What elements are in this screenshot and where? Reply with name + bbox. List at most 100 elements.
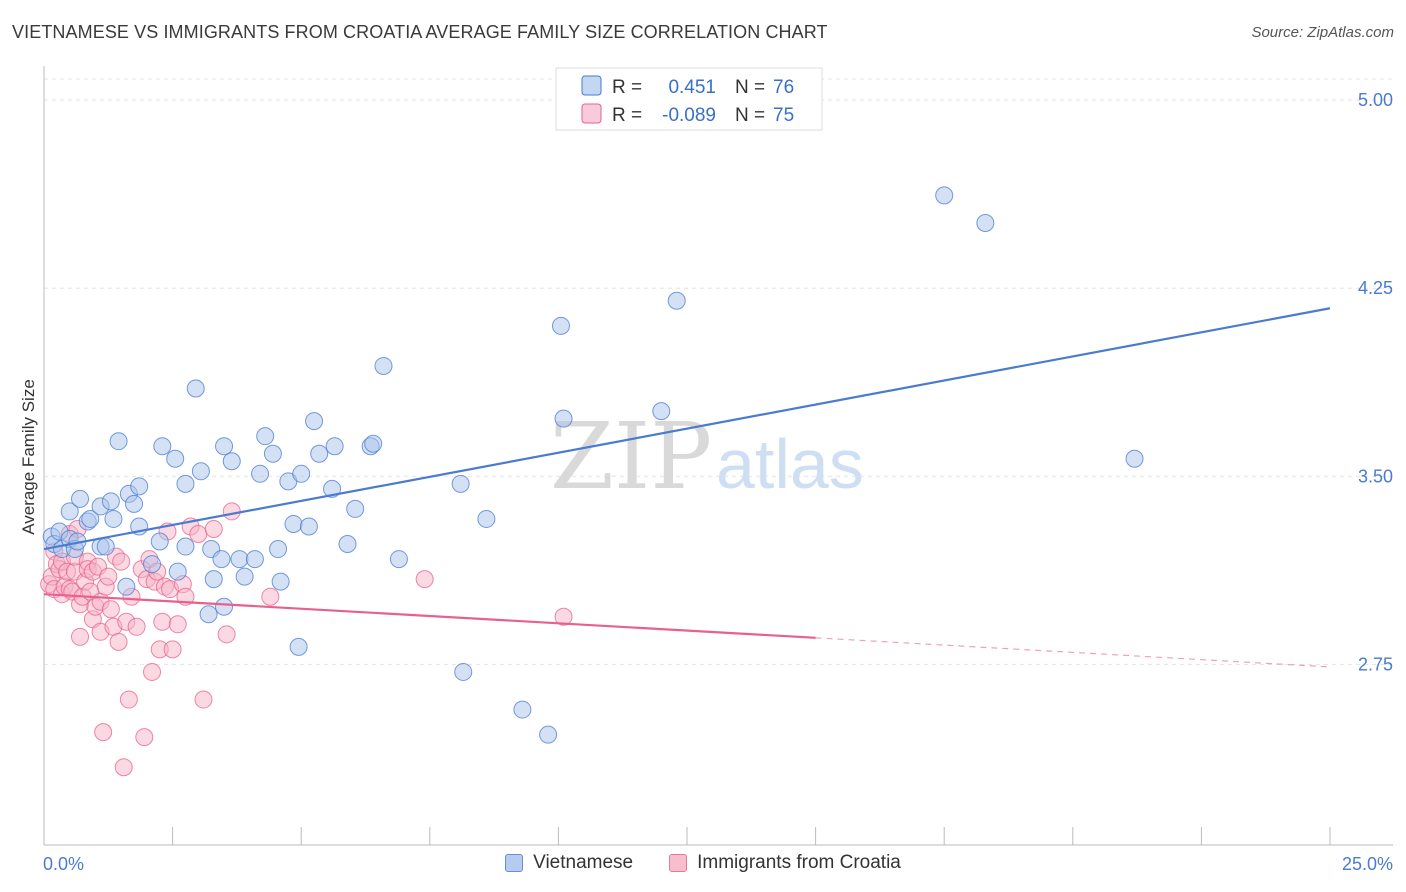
point-vietnamese-31 <box>199 605 218 624</box>
legend-swatch-croatia <box>581 103 602 124</box>
point-vietnamese-68 <box>652 402 671 421</box>
point-vietnamese-58 <box>364 434 383 453</box>
point-vietnamese-39 <box>235 567 254 586</box>
point-croatia-50 <box>153 612 172 631</box>
watermark: ZIP atlas <box>550 403 864 510</box>
source-credit: Source: ZipAtlas.com <box>1251 24 1394 41</box>
point-vietnamese-51 <box>305 412 324 431</box>
point-vietnamese-28 <box>176 474 195 493</box>
legend-r-label-2: R = <box>612 105 642 126</box>
point-croatia-63 <box>222 502 241 521</box>
point-vietnamese-55 <box>338 535 357 554</box>
legend-n-label-1: N = <box>735 77 765 98</box>
point-vietnamese-5 <box>60 502 79 521</box>
point-croatia-64 <box>261 587 280 606</box>
point-vietnamese-30 <box>191 462 210 481</box>
point-vietnamese-59 <box>374 356 393 375</box>
point-vietnamese-35 <box>215 597 234 616</box>
point-vietnamese-52 <box>310 444 329 463</box>
point-vietnamese-17 <box>117 577 136 596</box>
y-tick-label-0: 2.75 <box>1358 654 1393 674</box>
legend-swatch-vietnamese <box>505 854 524 872</box>
point-croatia-37 <box>114 758 133 777</box>
legend-n-value-1: 76 <box>773 77 794 98</box>
point-vietnamese-16 <box>109 432 128 451</box>
y-tick-label-2: 4.25 <box>1358 278 1393 298</box>
point-vietnamese-22 <box>143 555 162 574</box>
point-croatia-31 <box>99 567 118 586</box>
point-vietnamese-50 <box>299 517 318 536</box>
point-vietnamese-72 <box>1125 449 1144 468</box>
point-croatia-65 <box>415 570 434 589</box>
point-vietnamese-64 <box>513 700 532 719</box>
point-vietnamese-60 <box>389 550 408 569</box>
point-vietnamese-63 <box>477 509 496 528</box>
point-croatia-59 <box>189 524 208 543</box>
point-croatia-61 <box>204 519 223 538</box>
point-croatia-46 <box>143 662 162 681</box>
legend-item-vietnamese: Vietnamese <box>505 852 633 874</box>
trend-line-extension-1 <box>815 637 1331 668</box>
x-tick-label-min: 0.0% <box>43 854 84 874</box>
point-vietnamese-53 <box>323 479 342 498</box>
point-vietnamese-48 <box>289 637 308 656</box>
x-tick-label-max: 25.0% <box>1342 854 1393 874</box>
point-vietnamese-14 <box>101 492 120 511</box>
point-vietnamese-70 <box>935 186 954 205</box>
point-vietnamese-43 <box>263 444 282 463</box>
legend-label-vietnamese: Vietnamese <box>533 852 634 873</box>
point-vietnamese-36 <box>215 437 234 456</box>
point-vietnamese-26 <box>168 562 187 581</box>
trend-lines <box>43 307 1331 668</box>
point-vietnamese-41 <box>251 464 270 483</box>
series-immigrants-from-croatia <box>40 502 573 777</box>
point-vietnamese-19 <box>125 494 144 513</box>
legend-item-croatia: Immigrants from Croatia <box>669 852 901 874</box>
point-vietnamese-69 <box>667 291 686 310</box>
point-vietnamese-37 <box>222 452 241 471</box>
point-vietnamese-45 <box>271 572 290 591</box>
point-croatia-62 <box>217 625 236 644</box>
legend-n-label-2: N = <box>735 105 765 126</box>
point-vietnamese-23 <box>150 532 169 551</box>
point-vietnamese-10 <box>81 509 100 528</box>
point-croatia-17 <box>71 627 90 646</box>
point-vietnamese-15 <box>104 509 123 528</box>
legend-r-value-1: 0.451 <box>668 77 716 98</box>
point-vietnamese-34 <box>212 550 231 569</box>
y-tick-labels: 2.75 3.50 4.25 5.00 <box>1358 90 1393 674</box>
watermark-atlas: atlas <box>716 425 864 503</box>
trend-line-1 <box>43 593 816 639</box>
point-vietnamese-47 <box>284 514 303 533</box>
point-vietnamese-65 <box>539 725 558 744</box>
axes <box>43 66 1393 846</box>
point-vietnamese-62 <box>454 662 473 681</box>
y-axis-label: Average Family Size <box>19 379 38 535</box>
legend-r-value-2: -0.089 <box>662 105 716 126</box>
point-vietnamese-71 <box>976 213 995 232</box>
chart-title: VIETNAMESE VS IMMIGRANTS FROM CROATIA AV… <box>12 22 828 42</box>
legend-swatch-vietnamese <box>581 75 602 96</box>
point-vietnamese-33 <box>204 570 223 589</box>
point-croatia-60 <box>194 690 213 709</box>
point-vietnamese-13 <box>96 537 115 556</box>
point-vietnamese-20 <box>130 477 149 496</box>
point-croatia-35 <box>109 632 128 651</box>
y-tick-label-1: 3.50 <box>1358 466 1393 486</box>
point-vietnamese-49 <box>292 464 311 483</box>
y-tick-label-3: 5.00 <box>1358 90 1393 110</box>
legend-swatch-croatia <box>669 854 688 872</box>
point-vietnamese-27 <box>176 537 195 556</box>
point-croatia-29 <box>94 723 113 742</box>
point-vietnamese-25 <box>166 449 185 468</box>
legend-r-label-1: R = <box>612 77 642 98</box>
point-croatia-54 <box>163 640 182 659</box>
point-vietnamese-40 <box>245 550 264 569</box>
point-vietnamese-8 <box>71 489 90 508</box>
point-vietnamese-56 <box>346 499 365 518</box>
point-croatia-36 <box>112 552 131 571</box>
point-vietnamese-24 <box>153 437 172 456</box>
point-vietnamese-54 <box>325 437 344 456</box>
point-vietnamese-67 <box>554 409 573 428</box>
